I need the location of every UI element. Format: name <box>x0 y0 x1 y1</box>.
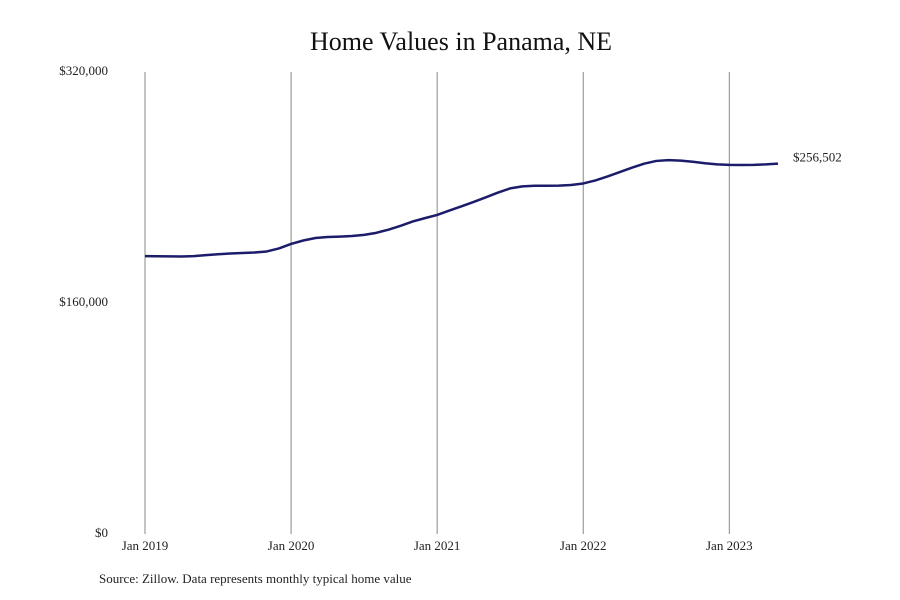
x-tick-label: Jan 2021 <box>414 538 461 553</box>
chart-title: Home Values in Panama, NE <box>310 27 612 56</box>
source-note: Source: Zillow. Data represents monthly … <box>99 571 412 586</box>
x-tick-label: Jan 2020 <box>268 538 315 553</box>
series-line <box>144 158 779 258</box>
value-label: $256,502 <box>793 150 842 165</box>
y-tick-label: $320,000 <box>59 63 108 78</box>
x-tick-label: Jan 2022 <box>560 538 607 553</box>
x-tick-label: Jan 2019 <box>122 538 169 553</box>
x-tick-label: Jan 2023 <box>706 538 753 553</box>
y-tick-label: $160,000 <box>59 294 108 309</box>
y-tick-label: $0 <box>95 525 108 540</box>
